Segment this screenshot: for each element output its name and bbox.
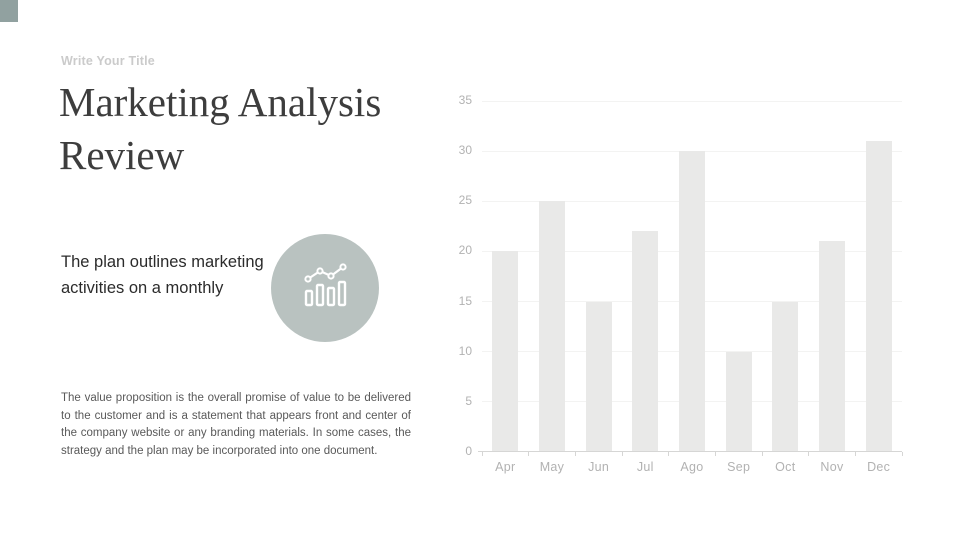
y-tick-label: 20 <box>458 243 472 258</box>
axis-tick <box>714 452 716 456</box>
x-tick-label: Jul <box>636 460 654 474</box>
icon-circle <box>271 234 379 342</box>
axis-tick <box>621 452 623 456</box>
y-tick-label: 15 <box>458 293 472 308</box>
axis-tick <box>901 452 903 456</box>
axis-tick <box>528 452 530 456</box>
gridline <box>482 100 902 102</box>
page-title: Marketing Analysis Review <box>59 79 382 178</box>
gridline <box>482 301 902 303</box>
x-tick-label: May <box>539 460 565 474</box>
chart-plot-area: 0 5 10 15 20 25 30 35 Apr May Jun Jul Ago Sep Oct Nov De… <box>459 93 903 474</box>
bar <box>585 301 612 451</box>
bar <box>865 141 892 451</box>
gridline <box>482 401 902 403</box>
x-tick-label: Dec <box>867 460 891 474</box>
axis-tick <box>808 452 810 456</box>
x-tick-label: Ago <box>680 460 704 474</box>
subtitle-text: The plan outlines marketing activities o… <box>61 253 264 297</box>
axis-tick <box>574 452 576 456</box>
y-tick-label: 25 <box>458 193 472 208</box>
bar <box>492 251 519 451</box>
x-tick-label: Sep <box>727 460 751 474</box>
x-tick-label: Jun <box>588 460 610 474</box>
y-tick-label: 5 <box>465 393 472 408</box>
gridline <box>482 200 902 202</box>
axis-tick <box>481 452 483 456</box>
axis-tick <box>761 452 763 456</box>
y-tick-label: 0 <box>465 444 472 458</box>
gridline <box>482 351 902 353</box>
x-tick-label: Nov <box>820 460 844 474</box>
y-tick-label: 10 <box>458 343 472 358</box>
axis-tick <box>854 452 856 456</box>
bar <box>819 241 845 451</box>
corner-accent-square <box>0 0 18 22</box>
axis-baseline <box>478 451 902 452</box>
body-paragraph: The value proposition is the overall pro… <box>61 392 411 457</box>
bar <box>539 201 565 451</box>
bar <box>772 301 799 451</box>
gridline <box>482 150 902 152</box>
bar <box>725 351 752 451</box>
axis-tick <box>668 452 670 456</box>
bar <box>632 231 659 451</box>
gridline <box>482 250 902 252</box>
eyebrow-label: Write Your Title <box>61 54 155 68</box>
bar-line-chart-icon <box>299 262 351 315</box>
bar <box>679 151 705 451</box>
x-tick-label: Apr <box>495 460 516 474</box>
x-tick-label: Oct <box>775 460 796 474</box>
